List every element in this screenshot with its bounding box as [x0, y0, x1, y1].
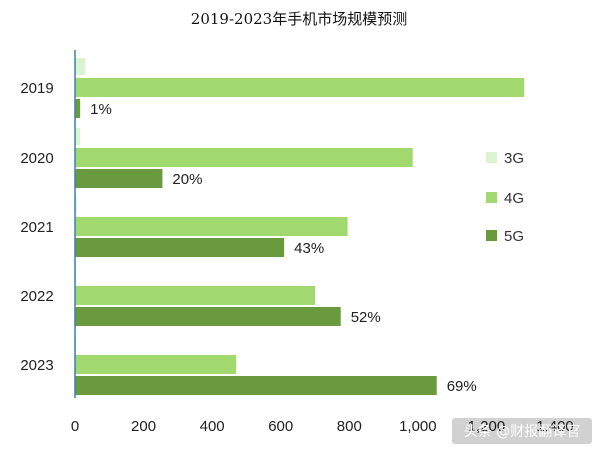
legend-swatch-5g — [486, 230, 497, 241]
legend-label-3g: 3G — [504, 150, 524, 167]
legend-label-4g: 4G — [504, 190, 524, 207]
chart-title: 2019-2023年手机市场规模预测 — [191, 10, 407, 28]
bars-group — [75, 58, 525, 395]
bar-5g-2020 — [75, 169, 163, 188]
category-label-2023: 2023 — [20, 357, 53, 374]
bar-4g-2022 — [75, 286, 315, 305]
data-label-2020: 20% — [172, 171, 202, 188]
data-labels: 1% 20% 43% 52% 69% — [90, 101, 477, 395]
x-tick-200: 200 — [131, 418, 156, 435]
bar-4g-2020 — [75, 148, 413, 167]
watermark-text: 头条 @财报翻译官 — [464, 423, 580, 440]
watermark: 头条 @财报翻译官 — [452, 418, 592, 444]
category-label-2020: 2020 — [20, 150, 53, 167]
category-label-2022: 2022 — [20, 288, 53, 305]
x-tick-1200: 1,200 — [468, 418, 506, 435]
bar-5g-2022 — [75, 307, 341, 326]
bar-5g-2021 — [75, 238, 285, 257]
data-label-2023: 69% — [447, 378, 477, 395]
bar-4g-2019 — [75, 78, 525, 97]
x-tick-400: 400 — [200, 418, 225, 435]
category-label-2019: 2019 — [20, 80, 53, 97]
category-label-2021: 2021 — [20, 219, 53, 236]
x-tick-0: 0 — [71, 418, 79, 435]
legend-swatch-3g — [486, 152, 497, 163]
category-labels: 2019 2020 2021 2022 2023 — [20, 80, 53, 374]
x-tick-800: 800 — [337, 418, 362, 435]
bar-3g-2020 — [75, 128, 81, 145]
bar-4g-2021 — [75, 217, 348, 236]
legend-swatch-4g — [486, 192, 497, 203]
x-tick-600: 600 — [268, 418, 293, 435]
legend-label-5g: 5G — [504, 228, 524, 245]
bar-5g-2019 — [75, 99, 81, 118]
x-tick-labels: 0 200 400 600 800 1,000 1,200 1,400 — [71, 418, 574, 435]
watermark-background — [452, 418, 592, 444]
data-label-2019: 1% — [90, 101, 112, 118]
bar-3g-2021 — [75, 197, 77, 214]
bar-5g-2023 — [75, 376, 437, 395]
legend: 3G 4G 5G — [486, 150, 524, 245]
x-tick-1400: 1,400 — [536, 418, 574, 435]
bar-3g-2019 — [75, 58, 86, 75]
bar-4g-2023 — [75, 355, 237, 374]
x-tick-1000: 1,000 — [399, 418, 437, 435]
data-label-2022: 52% — [351, 309, 381, 326]
data-label-2021: 43% — [294, 240, 324, 257]
